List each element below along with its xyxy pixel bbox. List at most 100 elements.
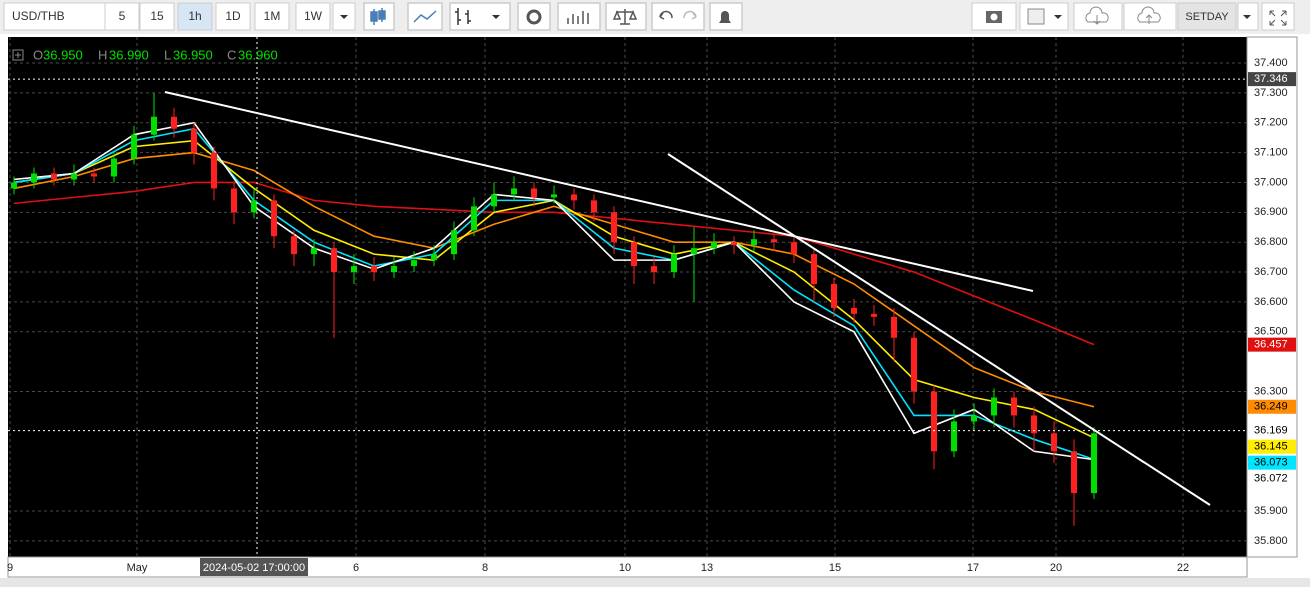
- settings-button[interactable]: [517, 2, 551, 31]
- price-tag-label: 36.072: [1254, 473, 1288, 485]
- candle-body: [731, 242, 737, 246]
- interval-label: 1W: [304, 9, 323, 23]
- y-tick-label: 35.900: [1254, 505, 1288, 517]
- price-tag-label: 37.346: [1254, 73, 1288, 85]
- price-tag-label: 36.169: [1254, 425, 1288, 437]
- interval-button[interactable]: [177, 2, 213, 31]
- price-axis: [1246, 36, 1298, 558]
- candle-body: [1011, 397, 1017, 416]
- x-tick-label: 22: [1177, 562, 1189, 574]
- icon: [1054, 15, 1062, 19]
- time-axis: [7, 556, 1248, 578]
- icon: [526, 9, 542, 25]
- price-tag: [1248, 471, 1296, 486]
- candle-body: [1091, 433, 1097, 494]
- candle-body: [951, 421, 957, 452]
- candle-body: [991, 397, 997, 416]
- y-tick-label: 35.800: [1254, 535, 1288, 547]
- ohlc-legend: O 36.950 H 36.990 L 36.950 C 36.960: [12, 47, 278, 62]
- price-tag-label: 36.073: [1254, 457, 1288, 469]
- x-tick-label: 15: [829, 562, 841, 574]
- interval-button[interactable]: [215, 2, 251, 31]
- candle-body: [711, 242, 717, 249]
- legend-open: 36.950: [43, 47, 83, 62]
- chart-type-bars[interactable]: [449, 2, 511, 31]
- icon: [370, 11, 378, 22]
- candle-body: [511, 188, 517, 195]
- chart-type-line[interactable]: [407, 2, 443, 31]
- candle-body: [231, 188, 237, 213]
- trendline: [667, 153, 1211, 506]
- trendline: [164, 91, 1034, 292]
- interval-label: 15: [150, 9, 164, 23]
- y-tick-label: 36.700: [1254, 266, 1288, 278]
- icon: [455, 8, 471, 25]
- bottom-bar: [0, 578, 1310, 587]
- y-tick-label: 36.600: [1254, 296, 1288, 308]
- y-tick-label: 36.300: [1254, 385, 1288, 397]
- candle-body: [931, 391, 937, 452]
- x-tick-label: 17: [967, 562, 979, 574]
- y-tick-label: 37.200: [1254, 117, 1288, 129]
- candle-body: [111, 158, 117, 177]
- dropdown-arrow: [340, 15, 348, 19]
- interval-button[interactable]: [254, 2, 290, 31]
- x-tick-label: 8: [482, 562, 488, 574]
- crosshair-time-label: 2024-05-02 17:00:00: [203, 562, 305, 574]
- candle-body: [371, 266, 377, 273]
- indicators-button[interactable]: [557, 2, 601, 31]
- price-tag-label: 36.457: [1254, 339, 1288, 351]
- icon: [990, 13, 998, 21]
- interval-label: 5: [119, 9, 126, 23]
- icon: [612, 9, 638, 25]
- interval-button[interactable]: [295, 2, 331, 31]
- fullscreen-button[interactable]: [1261, 2, 1295, 31]
- candle-body: [311, 248, 317, 255]
- candle-body: [11, 182, 17, 189]
- trendlines: [164, 91, 1211, 506]
- legend-l-label: L: [164, 47, 171, 62]
- candle-body: [691, 248, 697, 255]
- icon: [1243, 15, 1251, 19]
- candle-body: [331, 248, 337, 273]
- candle-body: [31, 173, 37, 183]
- moving-average: [13, 181, 1095, 346]
- candle-body: [751, 239, 757, 246]
- interval-button[interactable]: [139, 2, 175, 31]
- x-tick-label: 13: [701, 562, 713, 574]
- legend-c-label: C: [227, 47, 236, 62]
- interval-label: 1D: [225, 9, 241, 23]
- legend-toggle[interactable]: [12, 49, 24, 61]
- candle-body: [271, 200, 277, 237]
- candle-body: [891, 316, 897, 338]
- candle-body: [151, 116, 157, 135]
- interval-button[interactable]: [104, 2, 140, 31]
- legend-low: 36.950: [173, 47, 213, 62]
- alert-button[interactable]: [709, 2, 743, 31]
- candle-body: [1071, 451, 1077, 494]
- icon: [492, 15, 500, 19]
- candle-body: [651, 266, 657, 273]
- candle-body: [911, 337, 917, 392]
- y-tick-label: 37.400: [1254, 57, 1288, 69]
- compare-button[interactable]: [605, 2, 647, 31]
- template-button[interactable]: [1177, 2, 1237, 31]
- icon: [1027, 8, 1045, 25]
- candle-body: [551, 194, 557, 198]
- x-tick-label: 6: [353, 562, 359, 574]
- candle-body: [671, 254, 677, 273]
- candle-body: [811, 254, 817, 285]
- candle-body: [51, 173, 57, 180]
- interval-label: 1h: [188, 9, 201, 23]
- y-tick-label: 37.300: [1254, 87, 1288, 99]
- candle-body: [831, 284, 837, 308]
- candle-body: [251, 200, 257, 213]
- icon: [567, 11, 589, 24]
- symbol-box[interactable]: [3, 2, 106, 31]
- candle-body: [411, 260, 417, 267]
- template-label: SETDAY: [1185, 11, 1229, 23]
- candle-body: [71, 173, 77, 180]
- overlay: 2024-05-02 17:00:00 37.346 36.457 36.249 36.…: [8, 37, 1296, 576]
- icon: [1269, 10, 1287, 26]
